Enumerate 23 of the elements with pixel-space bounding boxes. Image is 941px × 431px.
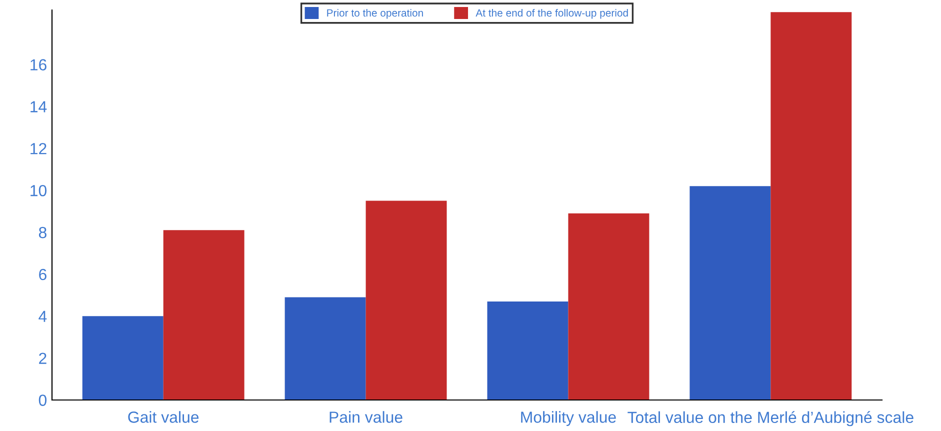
bar <box>568 213 650 400</box>
bar <box>366 200 447 400</box>
bar <box>163 230 244 400</box>
x-tick-label: Pain value <box>330 411 402 423</box>
y-tick-label: 4 <box>38 310 47 322</box>
bar <box>770 12 852 400</box>
y-tick-label: 10 <box>30 184 47 196</box>
bar <box>487 301 568 400</box>
bar <box>82 316 164 400</box>
y-tick-label: 14 <box>30 101 47 112</box>
y-tick-label: 6 <box>39 268 46 280</box>
x-tick-label: Mobility value <box>521 411 616 426</box>
y-tick-label: 16 <box>30 59 46 70</box>
x-tick-label: Gait value <box>128 411 199 423</box>
y-tick-label: 12 <box>30 143 46 154</box>
legend-label: Prior to the operation <box>327 8 423 19</box>
y-tick-label: 2 <box>39 352 46 364</box>
bar <box>690 186 771 400</box>
x-tick-label: Total value on the Merlé d’Aubigné scale <box>628 411 914 426</box>
legend-label: At the end of the follow-up period <box>476 8 628 19</box>
y-tick-label: 8 <box>38 226 46 238</box>
y-tick-label: 0 <box>38 394 47 406</box>
bar <box>284 297 366 400</box>
